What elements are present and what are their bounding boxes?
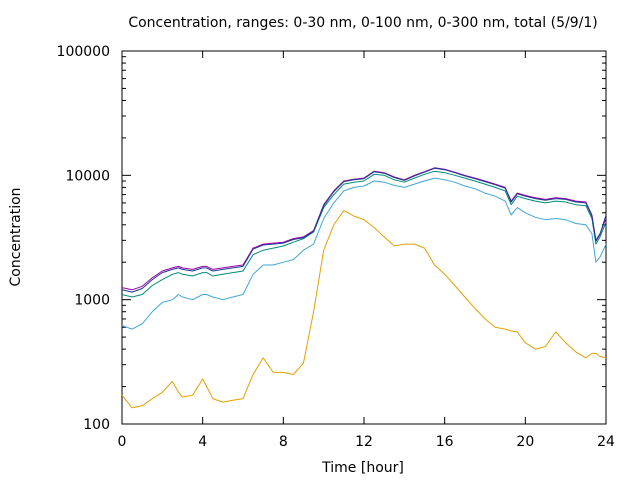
chart-title: Concentration, ranges: 0-30 nm, 0-100 nm…: [128, 15, 597, 31]
series-line-range-0-100: [121, 177, 607, 330]
series-line-range-0-30: [121, 210, 607, 409]
plot-border: [121, 50, 607, 425]
x-tick-label: 12: [355, 434, 373, 450]
x-tick-label: 24: [597, 434, 615, 450]
x-axis-title: Time [hour]: [321, 460, 404, 476]
x-tick-label: 4: [198, 434, 207, 450]
y-tick-label: 100: [83, 417, 110, 433]
x-tick-label: 16: [436, 434, 454, 450]
x-tick-label: 20: [516, 434, 534, 450]
series-line-range-0-300: [121, 170, 607, 298]
x-tick-label: 8: [279, 434, 288, 450]
y-tick-label: 1000: [74, 293, 110, 309]
y-tick-label: 10000: [65, 168, 110, 184]
x-tick-label: 0: [118, 434, 127, 450]
plot-area: 0 4 8 12 16 20 24 100 1000 10000 100000: [57, 44, 615, 450]
y-tick-label: 100000: [57, 44, 110, 60]
y-axis-title: Concentration: [8, 187, 24, 286]
series-line-total-dark: [121, 167, 607, 293]
